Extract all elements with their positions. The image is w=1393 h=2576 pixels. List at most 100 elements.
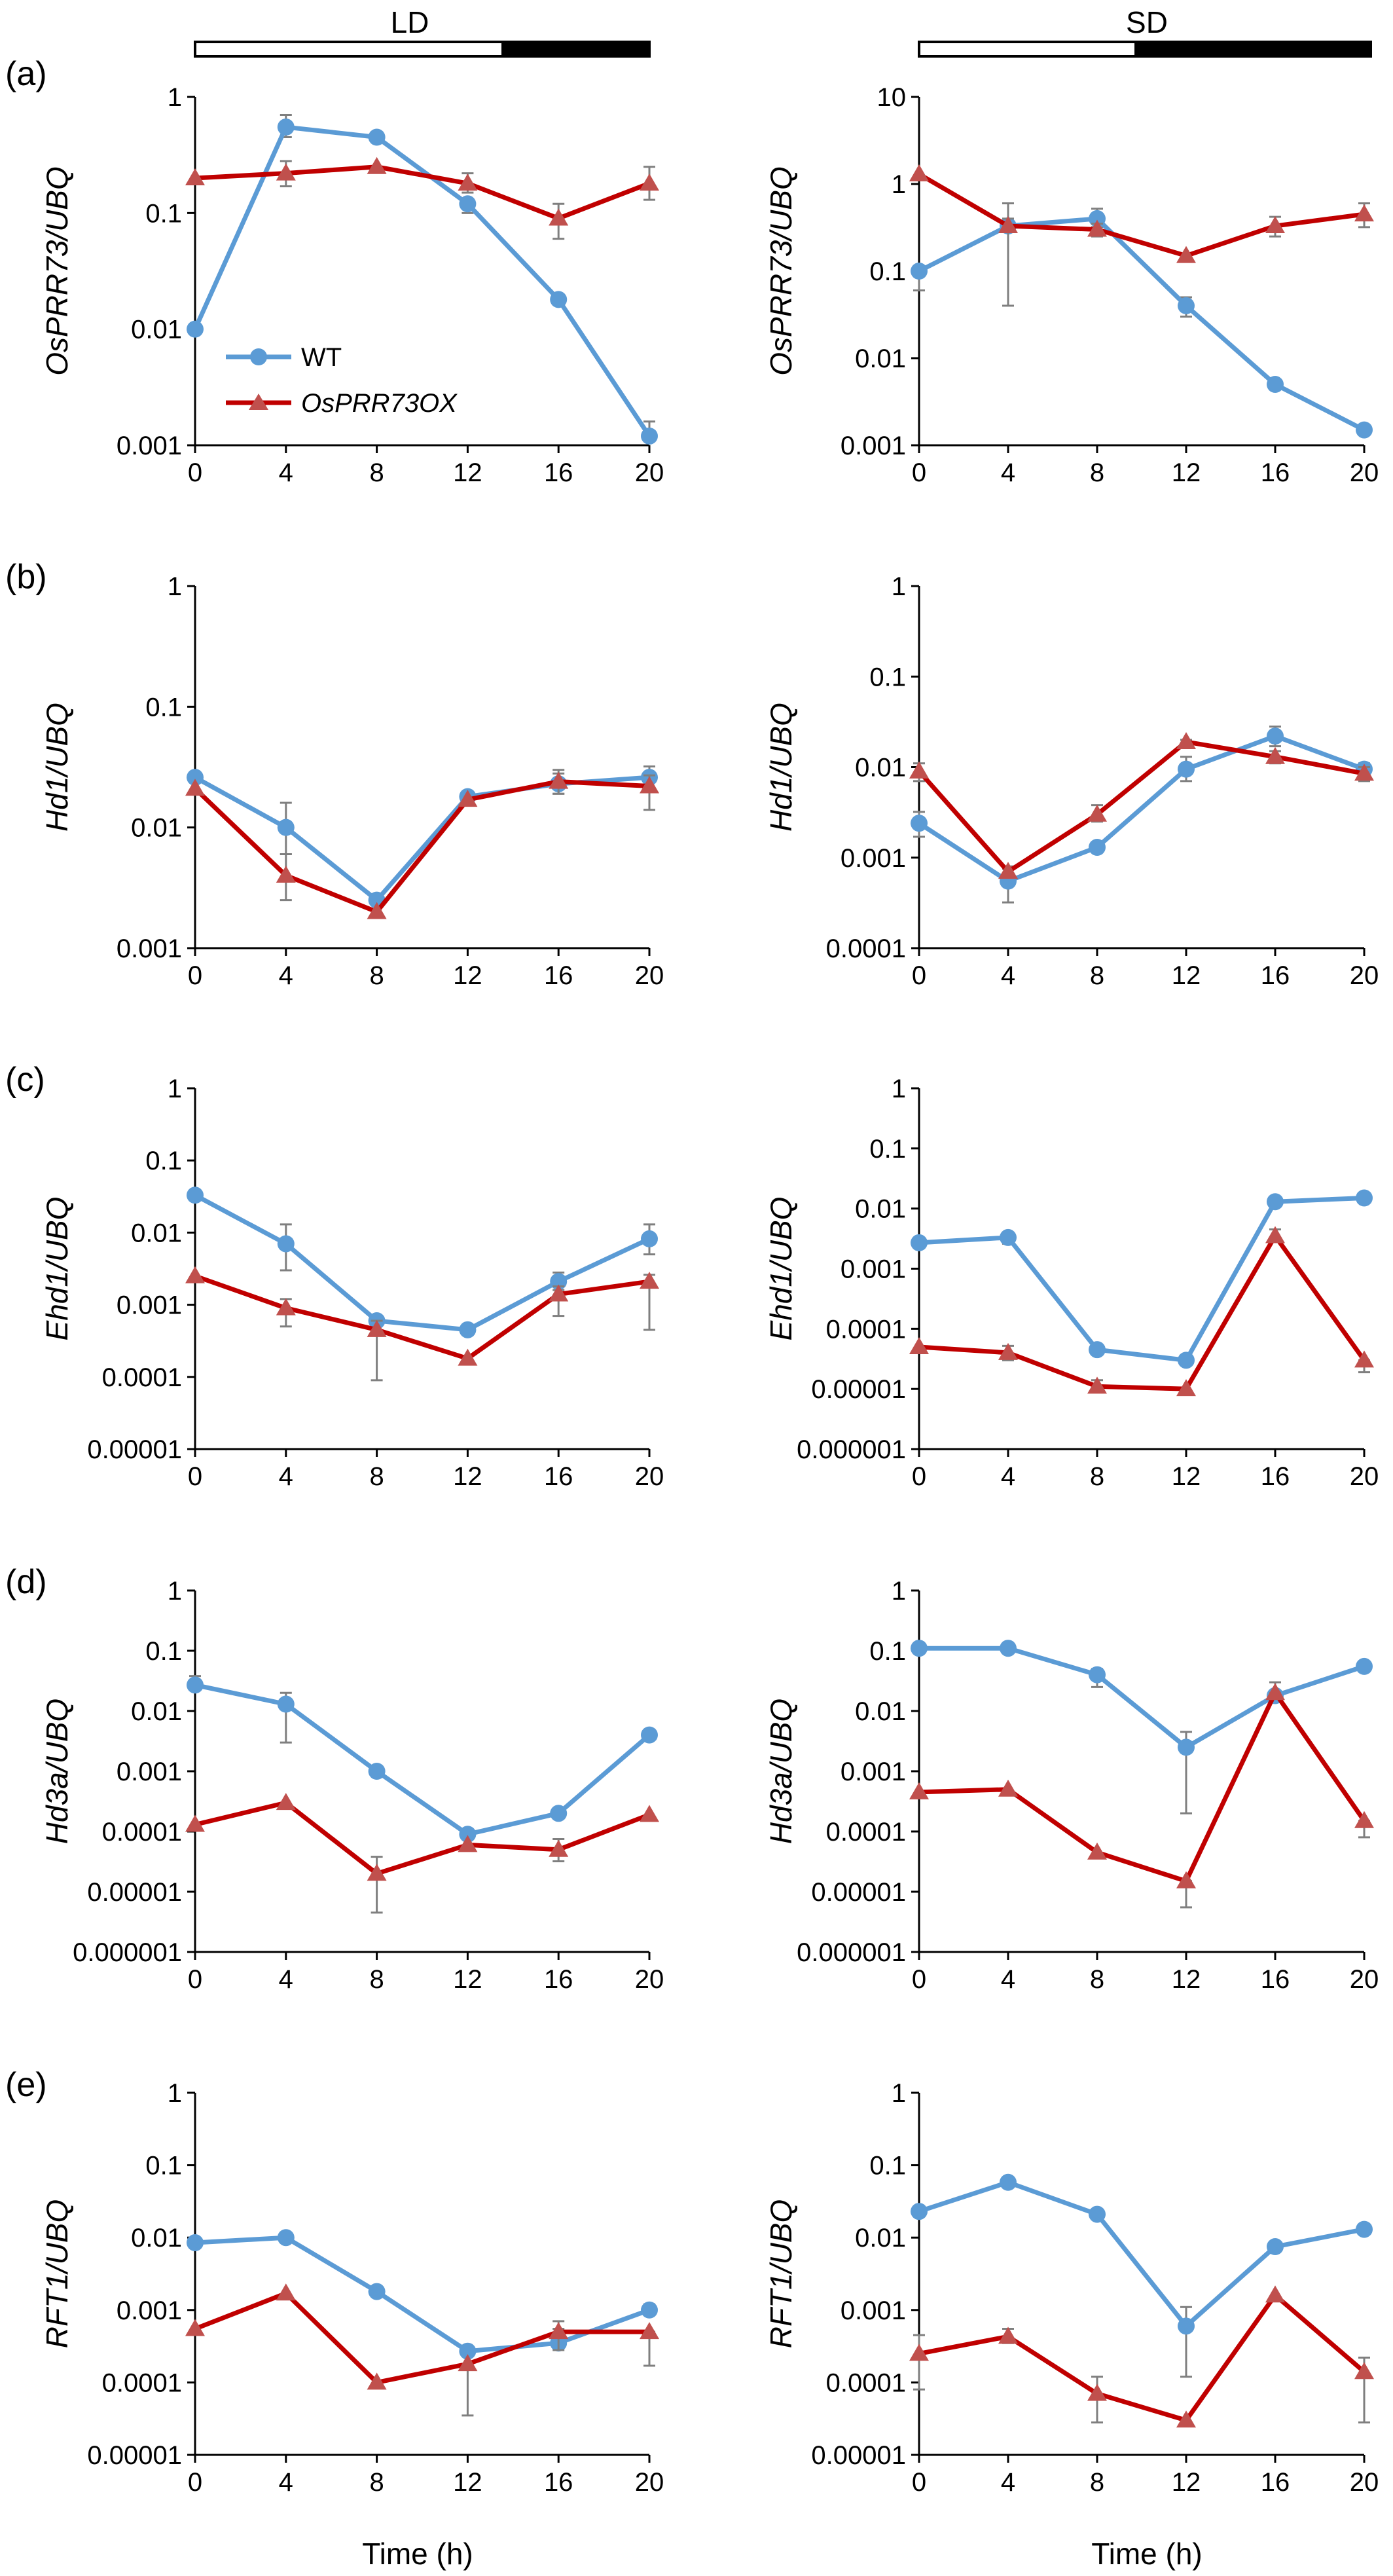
data-point-ox [185, 168, 205, 185]
chart-panel-4-0: 0.00001 0.0001 0.001 0.01 0.1 1 0 4 8 12 16 20 RFT1/… [40, 2079, 664, 2497]
y-tick-label: 0.1 [869, 663, 906, 691]
y-tick-label: 0.1 [869, 257, 906, 286]
data-point-ox [367, 1864, 387, 1881]
ld-photoperiod-bar: LD [194, 5, 651, 58]
x-tick-label: 20 [1350, 2468, 1379, 2497]
data-point-wt [1356, 1189, 1373, 1207]
x-tick-label: 4 [1001, 2468, 1015, 2497]
x-axis-label-right: Time (h) [1091, 2537, 1203, 2571]
legend-ox-marker [249, 394, 268, 410]
legend: WT OsPRR73OX [226, 343, 458, 418]
x-tick-label: 0 [912, 1965, 926, 1994]
legend-wt-marker [250, 348, 267, 365]
y-tick-label: 0.01 [855, 2224, 906, 2253]
x-tick-label: 16 [1261, 1965, 1290, 1994]
y-tick-label: 0.1 [145, 199, 182, 228]
x-tick-label: 8 [1090, 961, 1104, 990]
data-point-wt [1267, 2238, 1284, 2256]
y-tick-label: 0.001 [841, 844, 906, 873]
y-tick-label: 0.000001 [797, 1938, 906, 1967]
y-tick-label: 0.1 [145, 1637, 182, 1666]
ld-label: LD [391, 5, 429, 39]
x-tick-label: 20 [1350, 961, 1379, 990]
x-tick-label: 16 [1261, 458, 1290, 487]
data-point-ox [640, 1805, 659, 1822]
x-tick-label: 20 [1350, 1462, 1379, 1491]
data-point-wt [1178, 1352, 1195, 1369]
data-point-wt [550, 1805, 568, 1822]
y-tick-label: 0.001 [117, 1757, 182, 1786]
x-tick-label: 20 [635, 1462, 664, 1491]
x-tick-label: 0 [188, 1965, 202, 1994]
y-tick-label: 0.00001 [87, 1878, 182, 1907]
data-point-wt [187, 1187, 204, 1204]
x-tick-label: 12 [1172, 1965, 1201, 1994]
data-point-ox [549, 2322, 569, 2340]
data-point-wt [277, 1695, 295, 1713]
data-point-wt [1089, 1666, 1106, 1684]
data-point-ox [1087, 1376, 1107, 1394]
x-tick-label: 4 [279, 1462, 293, 1491]
y-axis-label: Hd3a/UBQ [40, 1699, 74, 1844]
sd-label: SD [1126, 5, 1168, 39]
data-point-ox [276, 1298, 296, 1316]
y-tick-label: 0.000001 [797, 1435, 906, 1464]
data-point-ox [1354, 1811, 1374, 1828]
series-line-ox [918, 1690, 1366, 1884]
y-tick-label: 1 [168, 572, 182, 601]
series-line-wt [918, 1195, 1365, 1363]
sd-photoperiod-bar: SD [918, 5, 1372, 58]
x-tick-label: 4 [279, 458, 293, 487]
data-point-ox [1176, 1871, 1196, 1888]
x-tick-label: 12 [453, 961, 482, 990]
data-point-ox [909, 164, 929, 181]
data-point-ox [1265, 2285, 1285, 2303]
y-axis-label: Ehd1/UBQ [764, 1197, 798, 1341]
y-tick-label: 0.1 [145, 1147, 182, 1175]
y-tick-label: 0.00001 [811, 2441, 906, 2470]
y-tick-label: 0.00001 [811, 1375, 906, 1404]
data-point-wt [1089, 838, 1106, 856]
data-point-wt [911, 1234, 928, 1251]
y-axis-label: Hd3a/UBQ [764, 1699, 798, 1844]
data-point-wt [641, 2301, 658, 2319]
data-point-ox [549, 1839, 569, 1857]
data-point-ox [1176, 246, 1196, 263]
y-tick-label: 0.0001 [826, 1818, 906, 1847]
data-point-ox [276, 1793, 296, 1811]
data-point-ox [998, 1779, 1018, 1797]
y-tick-label: 1 [892, 572, 906, 601]
y-tick-label: 0.001 [841, 1757, 906, 1786]
x-tick-label: 20 [635, 1965, 664, 1994]
series-line-wt [918, 733, 1366, 884]
x-tick-label: 8 [1090, 1965, 1104, 1994]
data-point-wt [1178, 1739, 1195, 1756]
y-tick-label: 1 [168, 2079, 182, 2108]
data-point-ox [185, 1814, 205, 1832]
y-tick-label: 0.0001 [826, 934, 906, 963]
y-tick-label: 0.001 [841, 432, 906, 460]
y-tick-label: 0.001 [117, 2296, 182, 2325]
y-tick-label: 0.001 [841, 1255, 906, 1284]
y-tick-label: 0.01 [131, 1219, 182, 1247]
y-axis-label: Hd1/UBQ [40, 703, 74, 832]
data-point-ox [276, 866, 296, 883]
y-tick-label: 0.000001 [73, 1938, 182, 1967]
x-tick-label: 16 [1261, 1462, 1290, 1491]
data-point-wt [1000, 1228, 1017, 1246]
x-tick-label: 16 [544, 961, 573, 990]
chart-panel-3-0: 0.000001 0.00001 0.0001 0.001 0.01 0.1 1 0 4 8 12 1… [40, 1577, 664, 1994]
data-point-ox [367, 2372, 387, 2390]
series-line-wt [919, 1646, 1366, 1750]
y-tick-label: 1 [168, 1075, 182, 1103]
panel-label-c: (c) [5, 1061, 45, 1099]
data-point-ox [640, 2322, 659, 2340]
data-point-ox [640, 1272, 659, 1289]
x-tick-label: 4 [1001, 1462, 1015, 1491]
x-tick-label: 12 [453, 2468, 482, 2497]
y-tick-label: 0.01 [131, 316, 182, 344]
data-point-ox [185, 2319, 205, 2336]
x-tick-label: 16 [544, 1965, 573, 1994]
x-tick-label: 4 [1001, 1965, 1015, 1994]
y-tick-label: 0.01 [855, 1195, 906, 1224]
